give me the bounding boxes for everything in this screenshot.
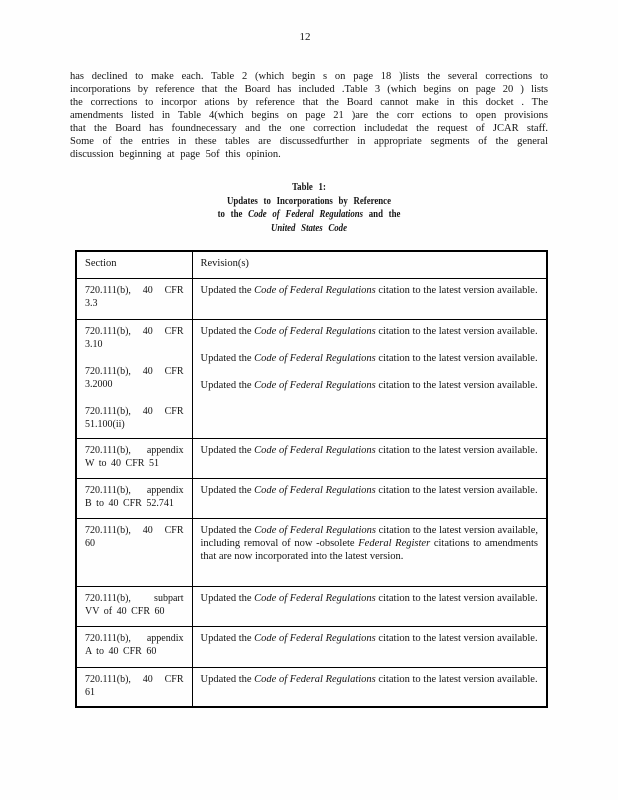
title-italic-citation: United States Code bbox=[271, 222, 347, 234]
revision-part: citation to the latest version available… bbox=[375, 325, 538, 337]
revision-italic: Code of Federal Regulations bbox=[254, 632, 376, 644]
page-number: 12 bbox=[299, 31, 311, 43]
body-paragraph: has declined to make each. Table 2 (whic… bbox=[70, 70, 548, 161]
revision-cell: Updated the Code of Federal Regulations … bbox=[191, 666, 548, 708]
revision-part: Updated the bbox=[200, 325, 255, 337]
paragraph-line: amendments listed in Table 4(which begin… bbox=[70, 110, 548, 121]
table-title: Table 1: Updates to Incorporations by Re… bbox=[99, 181, 520, 235]
paragraph-line: discussion beginning at page 5of this op… bbox=[70, 149, 281, 160]
section-cell: 720.111(b), appendix B to 40 CFR 52.741 bbox=[75, 477, 193, 519]
table-title-line: Table 1: bbox=[292, 182, 326, 193]
revision-part: citation to the latest version available… bbox=[375, 673, 538, 685]
revision-part: Updated the bbox=[200, 524, 255, 536]
revision-italic: Code of Federal Regulations bbox=[254, 379, 376, 391]
paragraph-line: that the Board has foundnecessary and th… bbox=[70, 123, 548, 134]
paragraph-line: Some of the entries in these tables are … bbox=[70, 136, 548, 147]
revision-cell: Updated the Code of Federal Regulations … bbox=[191, 318, 548, 439]
revision-part: citation to the latest version available… bbox=[375, 484, 538, 496]
revision-part: citation to the latest version available… bbox=[375, 632, 538, 644]
revision-italic: Code of Federal Regulations bbox=[254, 444, 376, 456]
paragraph-line: has declined to make each. Table 2 (whic… bbox=[70, 71, 548, 82]
column-header-section: Section bbox=[75, 250, 193, 279]
revision-cell: Updated the Code of Federal Regulations … bbox=[191, 437, 548, 479]
title-italic-citation: Code of Federal Regulations bbox=[248, 209, 364, 220]
corrections-table: Section Revision(s) 720.111(b), 40 CFR 3.… bbox=[75, 250, 548, 708]
table-row: 720.111(b), subpart VV of 40 CFR 60 Updat… bbox=[75, 585, 548, 627]
table-row: 720.111(b), 40 CFR 60 Updated the Code of… bbox=[75, 517, 548, 587]
revision-part: Updated the bbox=[200, 484, 255, 496]
revision-part: Updated the bbox=[200, 379, 255, 391]
section-cell: 720.111(b), 40 CFR 3.10 720.111(b), 40 CF… bbox=[75, 318, 193, 439]
table-title-line: Updates to Incorporations by Reference bbox=[226, 195, 391, 207]
revision-cell: Updated the Code of Federal Regulations … bbox=[191, 585, 548, 627]
revision-italic: Code of Federal Regulations bbox=[254, 284, 376, 296]
revision-italic: Federal Register bbox=[358, 537, 431, 549]
group-entry: 720.111(b), 40 CFR 3.10 bbox=[85, 325, 184, 350]
group-entry: 720.111(b), 40 CFR 3.2000 bbox=[85, 365, 184, 390]
table-row: 720.111(b), 40 CFR 61 Updated the Code of… bbox=[75, 666, 548, 708]
revision-part: Updated the bbox=[200, 444, 255, 456]
revision-part: Updated the bbox=[200, 352, 255, 364]
group-entry: Updated the Code of Federal Regulations … bbox=[201, 379, 539, 392]
revision-part: Updated the bbox=[200, 284, 255, 296]
revision-part: citations to amendments that are now inc… bbox=[200, 537, 539, 562]
revision-italic: Code of Federal Regulations bbox=[254, 352, 376, 364]
table-row-group: 720.111(b), 40 CFR 3.10 720.111(b), 40 CF… bbox=[75, 318, 548, 439]
section-cell: 720.111(b), appendix A to 40 CFR 60 bbox=[75, 625, 193, 668]
revision-cell: Updated the Code of Federal Regulations … bbox=[191, 517, 548, 587]
revision-italic: Code of Federal Regulations bbox=[254, 524, 376, 536]
table-title-line: to the Code of Federal Regulations and t… bbox=[217, 209, 401, 220]
paragraph-line: the corrections to incorpor ations by re… bbox=[70, 97, 548, 108]
revision-part: citation to the latest version available… bbox=[375, 352, 538, 364]
table-row: 720.111(b), appendix A to 40 CFR 60 Updat… bbox=[75, 625, 548, 668]
column-header-revision: Revision(s) bbox=[191, 250, 548, 279]
revision-italic: Code of Federal Regulations bbox=[254, 325, 376, 337]
section-cell: 720.111(b), 40 CFR 60 bbox=[75, 517, 193, 587]
table-row: 720.111(b), appendix W to 40 CFR 51 Updat… bbox=[75, 437, 548, 479]
revision-part: citation to the latest version available… bbox=[375, 444, 538, 456]
paragraph-line: incorporations by reference that the Boa… bbox=[70, 84, 548, 95]
section-cell: 720.111(b), subpart VV of 40 CFR 60 bbox=[75, 585, 193, 627]
revision-italic: Code of Federal Regulations bbox=[254, 592, 376, 604]
revision-part: Updated the bbox=[200, 673, 255, 685]
revision-part: Updated the bbox=[200, 632, 255, 644]
revision-part: citation to the latest version available… bbox=[375, 379, 538, 391]
table-header-row: Section Revision(s) bbox=[75, 250, 548, 279]
revision-italic: Code of Federal Regulations bbox=[254, 673, 376, 685]
section-cell: 720.111(b), 40 CFR 61 bbox=[75, 666, 193, 708]
table-row: 720.111(b), 40 CFR 3.3 Updated the Code o… bbox=[75, 277, 548, 320]
revision-italic: Code of Federal Regulations bbox=[254, 484, 376, 496]
table-row: 720.111(b), appendix B to 40 CFR 52.741 U… bbox=[75, 477, 548, 519]
section-cell: 720.111(b), appendix W to 40 CFR 51 bbox=[75, 437, 193, 479]
revision-part: Updated the bbox=[200, 592, 255, 604]
group-entry: Updated the Code of Federal Regulations … bbox=[201, 325, 539, 338]
revision-cell: Updated the Code of Federal Regulations … bbox=[191, 277, 548, 320]
section-cell: 720.111(b), 40 CFR 3.3 bbox=[75, 277, 193, 320]
group-entry: 720.111(b), 40 CFR 51.100(ii) bbox=[85, 405, 184, 430]
revision-part: citation to the latest version available… bbox=[375, 592, 538, 604]
revision-part: citation to the latest version available… bbox=[375, 284, 538, 296]
table-title-line: United States Code bbox=[99, 222, 520, 236]
revision-cell: Updated the Code of Federal Regulations … bbox=[191, 477, 548, 519]
group-entry: Updated the Code of Federal Regulations … bbox=[201, 352, 539, 365]
revision-cell: Updated the Code of Federal Regulations … bbox=[191, 625, 548, 668]
revision-part: citation to the latest version available… bbox=[200, 524, 539, 549]
